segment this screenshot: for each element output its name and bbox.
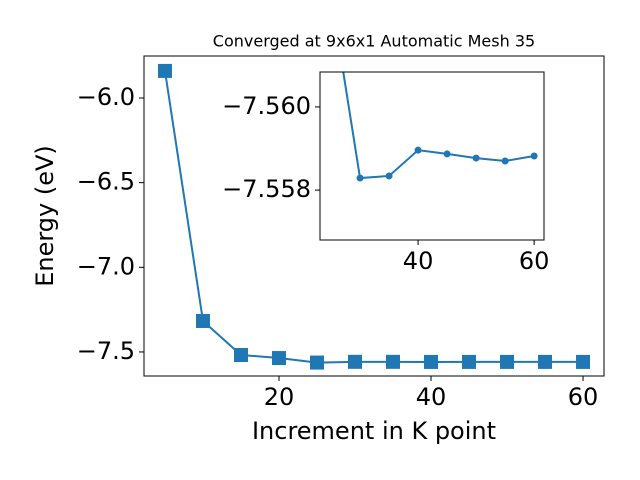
marker <box>424 354 439 369</box>
x-tick-label: 60 <box>519 247 550 275</box>
x-axis-label: Increment in K point <box>252 417 496 445</box>
marker <box>347 354 362 369</box>
data-line <box>342 72 535 180</box>
marker <box>538 354 553 369</box>
y-tick-label: −7.5 <box>77 337 135 365</box>
marker <box>462 354 477 369</box>
y-axis-label: Energy (eV) <box>31 145 59 287</box>
y-tick-label: −7.560 <box>222 92 311 120</box>
marker <box>195 313 210 328</box>
x-tick-label: 40 <box>416 383 447 411</box>
marker <box>500 354 515 369</box>
x-tick-label: 40 <box>403 247 434 275</box>
y-tick-label: −6.5 <box>77 168 135 196</box>
marker <box>386 354 401 369</box>
chart-title: Converged at 9x6x1 Automatic Mesh 35 <box>213 32 535 51</box>
marker <box>356 174 364 182</box>
marker <box>472 154 480 162</box>
marker <box>576 354 591 369</box>
axes-frame <box>319 71 545 241</box>
marker <box>443 150 451 158</box>
marker <box>271 351 286 366</box>
marker <box>385 172 393 180</box>
x-tick-label: 20 <box>264 383 295 411</box>
marker <box>233 348 248 363</box>
inset-background <box>320 72 544 240</box>
x-tick-label: 60 <box>568 383 599 411</box>
y-tick-label: −7.0 <box>77 252 135 280</box>
marker <box>530 152 538 160</box>
marker <box>309 355 324 370</box>
plot-area <box>342 72 538 182</box>
marker <box>157 63 172 78</box>
y-tick-label: −6.0 <box>77 83 135 111</box>
plot-area <box>157 63 591 370</box>
y-tick-label: −7.558 <box>222 175 311 203</box>
marker <box>414 146 422 154</box>
axes-frame <box>143 55 605 377</box>
marker <box>501 157 509 165</box>
